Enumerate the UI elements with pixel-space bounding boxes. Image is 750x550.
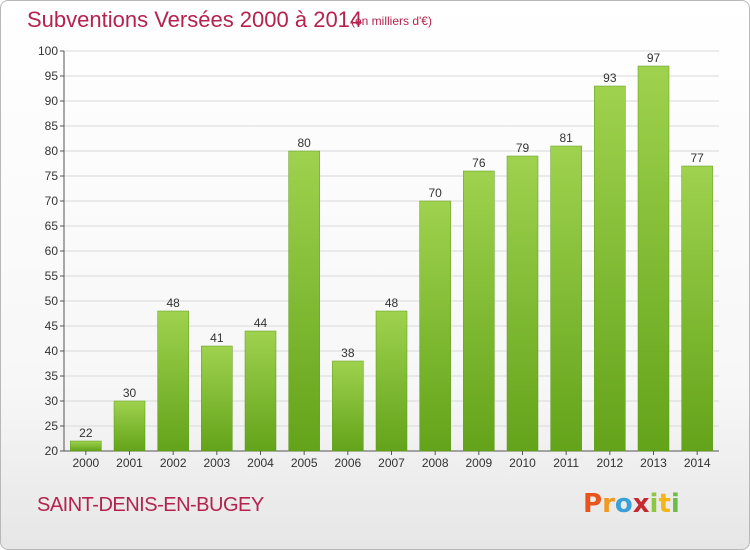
- logo-letter: t: [658, 489, 671, 519]
- bar-2010: [506, 155, 539, 452]
- logo-letter: o: [614, 489, 633, 519]
- y-tick-labels: 20 25 30 35 40 45 50 55 60 65 70 75 80 85 90 95 100: [38, 44, 58, 458]
- bar-2001: [113, 400, 146, 452]
- x-tick-label-2011: 2011: [553, 456, 579, 470]
- value-label-2011: 81: [559, 131, 573, 145]
- bar-2012: [594, 85, 626, 452]
- value-label-2003: 41: [210, 331, 224, 345]
- x-tick-label-2004: 2004: [247, 456, 274, 470]
- y-tick-label: 40: [45, 344, 59, 358]
- logo-letter: i: [670, 489, 680, 519]
- place-name: SAINT-DENIS-EN-BUGEY: [37, 494, 264, 516]
- y-tick-label: 25: [45, 419, 59, 433]
- y-tick-label: 95: [45, 69, 59, 83]
- x-tick-labels: 2000 2001 2002 2003 2004 2005 2006 2007 2008 2009…: [72, 451, 711, 470]
- chart-title: Subventions Versées 2000 à 2014: [27, 7, 363, 32]
- bar-2014: [681, 165, 713, 452]
- bars: [70, 65, 713, 452]
- y-tick-label: 85: [45, 119, 59, 133]
- bar-2009: [463, 170, 495, 452]
- x-tick-label-2008: 2008: [422, 456, 449, 470]
- value-label-2005: 80: [297, 136, 311, 150]
- y-tick-label: 60: [45, 244, 59, 258]
- value-label-2001: 30: [123, 386, 137, 400]
- value-label-2000: 22: [79, 426, 93, 440]
- bar-2008: [419, 200, 451, 452]
- value-label-2012: 93: [603, 71, 617, 85]
- bar-2013: [637, 65, 670, 452]
- bar-2004: [244, 330, 277, 452]
- bar-2011: [550, 145, 582, 452]
- bar-2000: [70, 440, 102, 452]
- x-tick-label-2014: 2014: [684, 456, 711, 470]
- bar-2007: [375, 310, 408, 452]
- bar-2006: [332, 360, 364, 452]
- value-label-2013: 97: [647, 51, 661, 65]
- x-tick-label-2012: 2012: [596, 456, 623, 470]
- value-label-2007: 48: [385, 296, 399, 310]
- logo-letter: r: [602, 489, 615, 519]
- x-tick-label-2007: 2007: [378, 456, 405, 470]
- y-tick-label: 45: [45, 319, 59, 333]
- x-tick-label-2006: 2006: [334, 456, 361, 470]
- y-tick-label: 20: [45, 444, 59, 458]
- x-tick-label-2000: 2000: [72, 456, 99, 470]
- value-label-2004: 44: [254, 316, 268, 330]
- chart-unit: (en milliers d'€): [351, 14, 432, 28]
- x-tick-label-2003: 2003: [203, 456, 230, 470]
- x-tick-label-2009: 2009: [465, 456, 492, 470]
- y-tick-label: 80: [45, 144, 59, 158]
- value-labels: 22 30 48 41 44 80 38 48 70 76 79 81 93 97 77: [79, 51, 704, 440]
- logo-letter: x: [632, 489, 650, 519]
- y-tick-label: 35: [45, 369, 59, 383]
- y-tick-label: 55: [45, 269, 59, 283]
- y-tick-label: 50: [45, 294, 59, 308]
- proxiti-logo: Proxiti: [583, 489, 680, 519]
- x-tick-label-2010: 2010: [509, 456, 536, 470]
- value-label-2010: 79: [516, 141, 530, 155]
- value-label-2009: 76: [472, 156, 486, 170]
- bar-2003: [201, 345, 233, 452]
- logo-letter: P: [583, 489, 603, 519]
- x-tick-label-2001: 2001: [116, 456, 143, 470]
- y-tick-label: 65: [45, 219, 59, 233]
- y-tick-label: 70: [45, 194, 59, 208]
- value-label-2008: 70: [428, 186, 442, 200]
- x-tick-label-2005: 2005: [291, 456, 318, 470]
- y-tick-label: 100: [38, 44, 58, 58]
- value-label-2014: 77: [690, 151, 704, 165]
- value-label-2006: 38: [341, 346, 355, 360]
- y-tick-label: 75: [45, 169, 59, 183]
- x-tick-label-2002: 2002: [160, 456, 187, 470]
- y-tick-label: 30: [45, 394, 59, 408]
- bar-2002: [157, 310, 189, 452]
- value-label-2002: 48: [166, 296, 180, 310]
- x-tick-label-2013: 2013: [640, 456, 667, 470]
- logo-letter: i: [649, 489, 659, 519]
- y-tick-label: 90: [45, 94, 59, 108]
- bar-2005: [288, 150, 320, 452]
